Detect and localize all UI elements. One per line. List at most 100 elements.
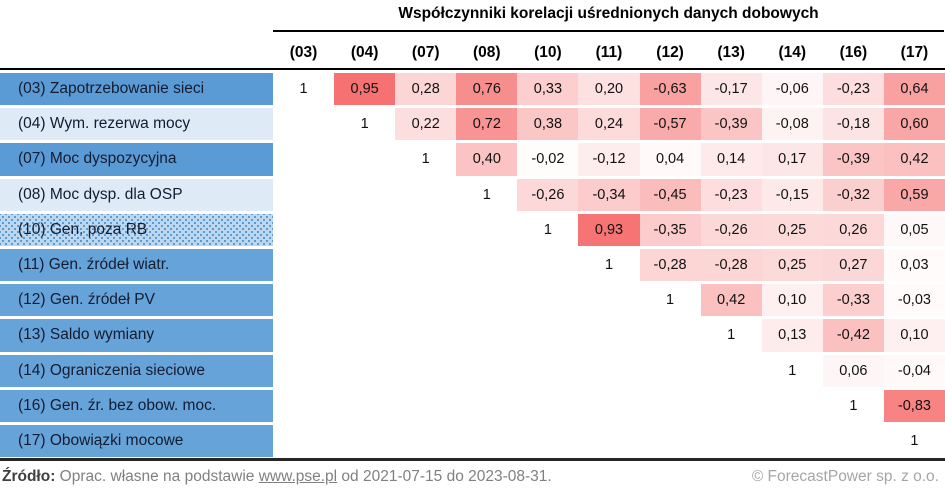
source-text-before-link: Oprac. własne na podstawie <box>55 468 259 485</box>
column-header: (17) <box>900 43 929 61</box>
empty-cell <box>639 354 701 387</box>
correlation-cell: -0,17 <box>700 73 762 106</box>
empty-cell <box>334 389 396 422</box>
empty-cell <box>273 178 335 211</box>
correlation-cell: 0,22 <box>395 108 457 141</box>
correlation-cell: -0,08 <box>761 108 823 141</box>
correlation-cell: -0,32 <box>822 178 884 211</box>
correlation-cell: -0,42 <box>822 319 884 352</box>
empty-cell <box>273 389 335 422</box>
correlation-cell: 0,76 <box>456 73 518 106</box>
empty-cell <box>334 424 396 458</box>
correlation-cell: -0,04 <box>883 354 945 387</box>
source-label: Źródło: <box>2 468 56 485</box>
figure-footer: Źródło: Oprac. własne na podstawie www.p… <box>0 465 945 489</box>
correlation-cell: -0,12 <box>578 143 640 176</box>
correlation-cell: -0,15 <box>761 178 823 211</box>
correlation-cell: 1 <box>517 213 579 246</box>
empty-cell <box>456 389 518 422</box>
correlation-cell: 0,20 <box>578 73 640 106</box>
correlation-cell: 0,59 <box>883 178 945 211</box>
correlation-cell: 0,25 <box>761 213 823 246</box>
correlation-cell: 0,10 <box>761 284 823 317</box>
column-header: (11) <box>595 43 623 61</box>
empty-cell <box>639 389 701 422</box>
correlation-cell: 0,06 <box>822 354 884 387</box>
correlation-cell: 1 <box>883 424 945 458</box>
correlation-cell: -0,34 <box>578 178 640 211</box>
correlation-cell: -0,35 <box>639 213 701 246</box>
empty-cell <box>517 319 579 352</box>
empty-cell <box>578 389 640 422</box>
empty-cell <box>761 389 823 422</box>
empty-cell <box>700 424 762 458</box>
row-label: (16) Gen. źr. bez obow. moc. <box>0 389 273 422</box>
empty-cell <box>517 389 579 422</box>
correlation-cell: 0,64 <box>883 73 945 106</box>
correlation-cell: 0,72 <box>456 108 518 141</box>
empty-cell <box>456 284 518 317</box>
empty-cell <box>456 319 518 352</box>
column-header: (03) <box>289 43 318 61</box>
empty-cell <box>761 424 823 458</box>
table-bottom-rule <box>0 458 945 461</box>
correlation-cell: 0,25 <box>761 248 823 282</box>
correlation-cell: -0,28 <box>639 248 701 282</box>
empty-cell <box>395 319 457 352</box>
empty-cell <box>456 213 518 246</box>
correlation-cell: -0,03 <box>883 284 945 317</box>
row-label: (11) Gen. źródeł wiatr. <box>0 248 273 282</box>
correlation-cell: -0,06 <box>761 73 823 106</box>
correlation-cell: 1 <box>822 389 884 422</box>
empty-cell <box>273 424 335 458</box>
empty-cell <box>334 178 396 211</box>
correlation-cell: 0,14 <box>700 143 762 176</box>
source-link[interactable]: www.pse.pl <box>258 468 338 485</box>
empty-cell <box>334 284 396 317</box>
column-header: (04) <box>350 43 379 61</box>
column-header: (16) <box>839 43 868 61</box>
empty-cell <box>334 248 396 282</box>
row-label: (03) Zapotrzebowanie sieci <box>0 73 273 106</box>
correlation-cell: -0,63 <box>639 73 701 106</box>
empty-cell <box>517 354 579 387</box>
row-label: (13) Saldo wymiany <box>0 319 273 352</box>
correlation-matrix: (03) Zapotrzebowanie sieci 1 0,95 0,28 0,76 0… <box>0 73 945 458</box>
correlation-cell: -0,26 <box>517 178 579 211</box>
empty-cell <box>395 248 457 282</box>
correlation-cell: -0,39 <box>700 108 762 141</box>
empty-cell <box>578 424 640 458</box>
correlation-cell: 0,13 <box>761 319 823 352</box>
row-label: (07) Moc dyspozycyjna <box>0 143 273 176</box>
empty-cell <box>334 354 396 387</box>
correlation-cell: 1 <box>639 284 701 317</box>
correlation-cell: 1 <box>700 319 762 352</box>
correlation-cell: 0,04 <box>639 143 701 176</box>
correlation-cell: 0,05 <box>883 213 945 246</box>
correlation-cell: 1 <box>456 178 518 211</box>
correlation-cell: -0,33 <box>822 284 884 317</box>
empty-cell <box>578 319 640 352</box>
correlation-cell: -0,83 <box>883 389 945 422</box>
empty-cell <box>639 319 701 352</box>
empty-cell <box>700 389 762 422</box>
correlation-cell: 0,10 <box>883 319 945 352</box>
correlation-cell: 0,27 <box>822 248 884 282</box>
correlation-cell: 0,26 <box>822 213 884 246</box>
column-header: (08) <box>473 43 501 61</box>
empty-cell <box>822 424 884 458</box>
empty-cell <box>395 354 457 387</box>
correlation-cell: 0,42 <box>700 284 762 317</box>
correlation-cell: 0,17 <box>761 143 823 176</box>
row-label: (12) Gen. źródeł PV <box>0 284 273 317</box>
empty-cell <box>273 248 335 282</box>
empty-cell <box>395 389 457 422</box>
correlation-cell: 0,42 <box>883 143 945 176</box>
column-header: (10) <box>534 43 562 61</box>
correlation-cell: -0,02 <box>517 143 579 176</box>
empty-cell <box>517 248 579 282</box>
correlation-cell: -0,23 <box>700 178 762 211</box>
correlation-cell: -0,45 <box>639 178 701 211</box>
empty-cell <box>273 319 335 352</box>
empty-cell <box>395 213 457 246</box>
